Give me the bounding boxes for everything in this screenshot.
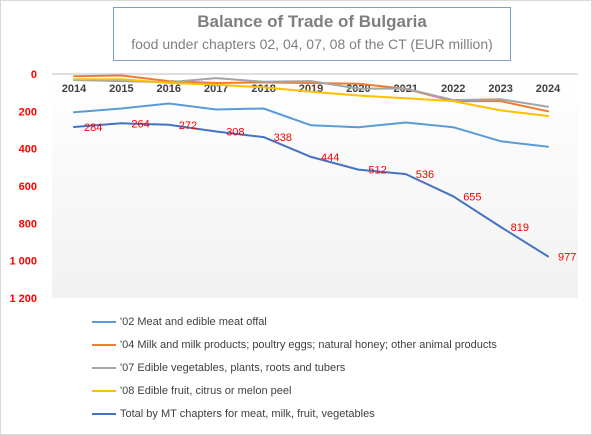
- data-label: 655: [463, 191, 481, 203]
- x-tick-label: 2016: [157, 83, 181, 95]
- series-line: [73, 102, 549, 148]
- legend-item: Total by MT chapters for meat, milk, fru…: [92, 406, 497, 429]
- legend-item: '02 Meat and edible meat offal: [92, 314, 497, 337]
- y-tick-label: 0: [31, 69, 37, 81]
- legend-item: '07 Edible vegetables, plants, roots and…: [92, 360, 497, 383]
- data-label: 284: [84, 122, 102, 134]
- legend-swatch: [92, 344, 116, 346]
- data-label: 308: [226, 126, 244, 138]
- data-label: 338: [274, 132, 292, 144]
- x-tick-label: 2023: [488, 83, 512, 95]
- y-tick-label: 1 200: [9, 293, 37, 305]
- x-tick-label: 2024: [536, 83, 561, 95]
- legend-swatch: [92, 367, 116, 369]
- y-tick-label: 600: [19, 181, 37, 193]
- data-label: 272: [179, 120, 197, 132]
- x-tick-label: 2015: [109, 83, 133, 95]
- chart-title: Balance of Trade of Bulgaria: [197, 12, 427, 31]
- series-line: [73, 122, 549, 258]
- chart-legend: '02 Meat and edible meat offal '04 Milk a…: [92, 314, 497, 429]
- legend-item: '04 Milk and milk products; poultry eggs…: [92, 337, 497, 360]
- data-label: 512: [368, 165, 386, 177]
- series-line: [73, 74, 549, 113]
- x-tick-label: 2022: [441, 83, 465, 95]
- y-tick-label: 200: [19, 106, 37, 118]
- y-tick-label: 1 000: [9, 256, 37, 268]
- legend-label: '08 Edible fruit, citrus or melon peel: [120, 385, 292, 397]
- x-tick-label: 2014: [62, 83, 87, 95]
- y-tick-label: 400: [19, 144, 37, 156]
- data-label: 977: [558, 251, 576, 263]
- data-label: 819: [511, 222, 529, 234]
- legend-swatch: [92, 413, 116, 415]
- legend-label: '02 Meat and edible meat offal: [120, 316, 267, 328]
- y-tick-label: 800: [19, 218, 37, 230]
- legend-swatch: [92, 321, 116, 323]
- legend-item: '08 Edible fruit, citrus or melon peel: [92, 383, 497, 406]
- data-label: 536: [416, 169, 434, 181]
- data-label: 264: [131, 118, 149, 130]
- data-label: 444: [321, 152, 339, 164]
- x-tick-label: 2018: [251, 83, 275, 95]
- legend-label: '07 Edible vegetables, plants, roots and…: [120, 362, 346, 374]
- legend-label: Total by MT chapters for meat, milk, fru…: [120, 408, 375, 420]
- legend-label: '04 Milk and milk products; poultry eggs…: [120, 339, 497, 351]
- chart-title-box: Balance of Trade of Bulgaria food under …: [113, 7, 511, 61]
- chart-subtitle: food under chapters 02, 04, 07, 08 of th…: [131, 36, 493, 52]
- series-line: [73, 78, 549, 117]
- plot-area: [52, 74, 578, 298]
- legend-swatch: [92, 390, 116, 392]
